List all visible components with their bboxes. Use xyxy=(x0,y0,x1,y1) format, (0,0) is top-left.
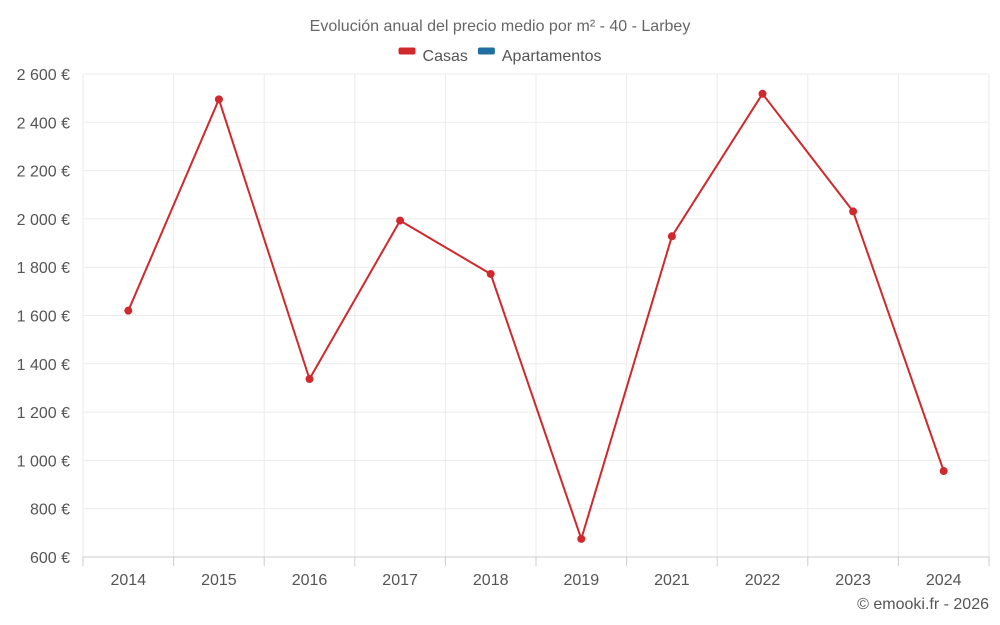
data-point-2021[interactable] xyxy=(667,232,676,241)
x-tick-label: 2023 xyxy=(835,572,871,589)
legend-item-apartamentos[interactable]: Apartamentos xyxy=(477,47,602,66)
series xyxy=(124,89,948,543)
legend-swatch xyxy=(477,47,495,55)
y-tick-label: 2 200 € xyxy=(17,164,70,181)
y-tick-label: 2 600 € xyxy=(17,67,70,84)
x-tick-label: 2015 xyxy=(201,572,237,589)
data-point-2016[interactable] xyxy=(305,375,314,384)
grid xyxy=(82,73,990,558)
y-tick-label: 1 600 € xyxy=(17,309,70,326)
x-tick-label: 2024 xyxy=(926,572,962,589)
data-point-2023[interactable] xyxy=(849,207,858,216)
data-point-2018[interactable] xyxy=(486,269,495,278)
x-tick-label: 2017 xyxy=(382,572,418,589)
x-tick-label: 2016 xyxy=(292,572,328,589)
legend-swatch xyxy=(398,47,416,55)
credit-text: © emooki.fr - 2026 xyxy=(857,596,989,613)
legend-label: Casas xyxy=(423,48,468,65)
legend: Casas Apartamentos xyxy=(398,47,602,66)
x-tick-label: 2021 xyxy=(654,572,690,589)
axes: 600 € 800 € 1 000 € 1 200 € 1 400 € 1 600 € 1 … xyxy=(17,67,990,589)
y-tick-label: 1 400 € xyxy=(17,357,70,374)
chart-title: Evolución anual del precio medio por m² … xyxy=(310,18,691,35)
y-tick-label: 600 € xyxy=(30,550,70,567)
data-point-2019[interactable] xyxy=(577,534,586,543)
data-point-2014[interactable] xyxy=(124,306,133,315)
x-tick-label: 2018 xyxy=(473,572,509,589)
y-tick-label: 2 000 € xyxy=(17,212,70,229)
x-tick-label: 2019 xyxy=(564,572,600,589)
y-tick-label: 1 000 € xyxy=(17,453,70,470)
legend-label: Apartamentos xyxy=(502,48,602,65)
data-point-2022[interactable] xyxy=(758,89,767,98)
y-tick-label: 1 200 € xyxy=(17,405,70,422)
y-tick-label: 1 800 € xyxy=(17,260,70,277)
series-line-casas xyxy=(127,92,945,540)
legend-item-casas[interactable]: Casas xyxy=(398,47,468,66)
data-point-2024[interactable] xyxy=(939,467,948,476)
data-point-2017[interactable] xyxy=(396,216,405,225)
y-tick-label: 800 € xyxy=(30,502,70,519)
x-tick-label: 2014 xyxy=(111,572,147,589)
data-point-2015[interactable] xyxy=(214,95,223,104)
y-tick-label: 2 400 € xyxy=(17,115,70,132)
x-tick-label: 2022 xyxy=(745,572,781,589)
